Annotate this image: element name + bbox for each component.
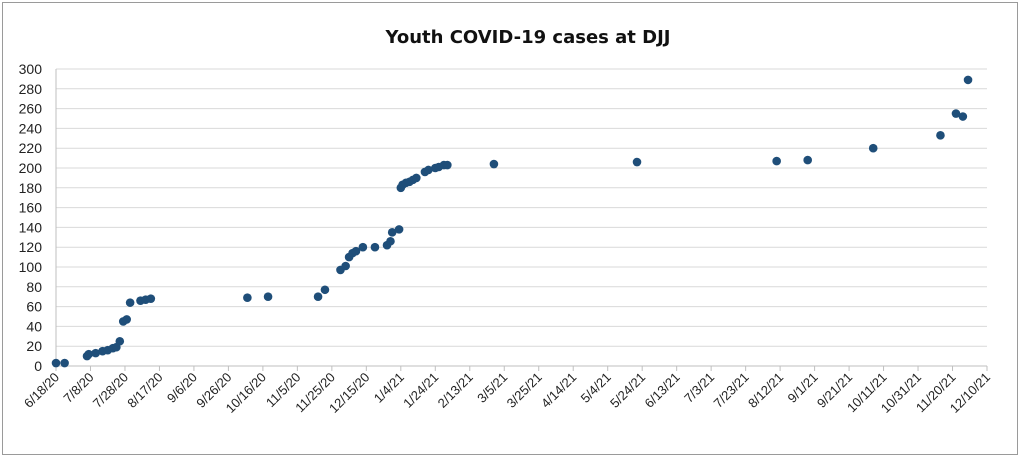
data-point <box>122 315 131 324</box>
data-point <box>313 292 323 302</box>
x-tick-label: 1/24/21 <box>400 370 441 411</box>
x-tick-label: 7/28/20 <box>90 370 131 411</box>
data-point <box>115 336 125 346</box>
x-tick-label: 5/24/21 <box>607 370 648 411</box>
data-point <box>632 157 642 167</box>
y-tick-label: 280 <box>19 81 43 97</box>
chart-title: Youth COVID-19 cases at DJJ <box>384 27 670 48</box>
y-tick-label: 0 <box>34 358 42 374</box>
x-axis-ticks: 6/18/207/8/207/28/208/17/209/6/209/26/20… <box>21 370 993 416</box>
data-point <box>868 143 878 153</box>
data-point <box>243 293 252 302</box>
y-tick-label: 20 <box>26 338 42 354</box>
data-point <box>772 156 781 166</box>
data-point <box>958 112 968 121</box>
data-points <box>51 75 973 368</box>
y-tick-label: 60 <box>26 299 42 315</box>
y-axis-ticks: 0 20 40 60 80 100 120 140 160 180 200 220 240 260 280 3… <box>19 61 43 374</box>
data-point <box>84 349 94 359</box>
y-tick-label: 40 <box>26 318 42 334</box>
data-point <box>803 155 812 165</box>
data-point <box>320 285 330 295</box>
x-tick-label: 7/23/21 <box>710 370 751 411</box>
data-point <box>51 358 61 368</box>
data-point <box>60 358 69 368</box>
data-point <box>386 236 395 246</box>
y-tick-label: 160 <box>19 200 43 216</box>
x-tick-label: 3/25/21 <box>504 370 545 411</box>
data-point <box>951 109 961 118</box>
x-tick-label: 6/13/21 <box>642 370 683 411</box>
x-tick-label: 8/17/20 <box>124 370 165 411</box>
x-tick-label: 4/14/21 <box>538 370 579 411</box>
axes <box>55 69 988 371</box>
data-point <box>146 294 156 303</box>
y-tick-label: 80 <box>26 279 42 295</box>
data-point <box>387 228 397 237</box>
y-tick-label: 100 <box>19 259 43 275</box>
data-point <box>263 292 273 302</box>
y-tick-label: 120 <box>19 239 43 255</box>
y-tick-label: 240 <box>19 120 43 136</box>
data-point <box>424 165 433 175</box>
data-point <box>125 298 135 307</box>
y-tick-label: 220 <box>19 140 43 156</box>
x-tick-label: 8/12/21 <box>745 370 786 411</box>
data-point <box>412 173 421 183</box>
chart-frame <box>2 2 1018 455</box>
y-tick-label: 200 <box>19 160 43 176</box>
gridlines <box>56 68 987 347</box>
data-point <box>963 75 973 85</box>
data-point <box>394 225 404 234</box>
y-tick-label: 180 <box>19 180 43 196</box>
data-point <box>443 160 452 170</box>
data-point <box>358 242 368 252</box>
y-tick-label: 260 <box>19 101 43 117</box>
data-point <box>341 261 350 271</box>
data-point <box>91 348 100 358</box>
data-point <box>351 246 361 256</box>
data-point <box>936 131 945 140</box>
x-tick-label: 6/18/20 <box>21 370 62 411</box>
data-point <box>370 242 380 252</box>
data-point <box>489 159 499 169</box>
x-tick-label: 2/13/21 <box>435 370 476 411</box>
y-tick-label: 140 <box>19 219 43 235</box>
y-tick-label: 300 <box>19 61 43 77</box>
